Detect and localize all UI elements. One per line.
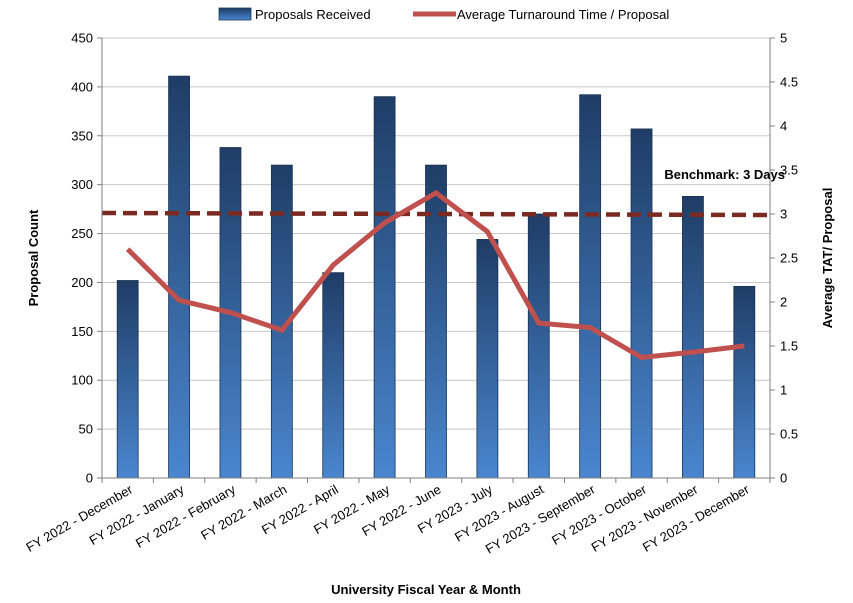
y-axis-title: Proposal Count — [26, 209, 41, 306]
y2-tick-label: 2.5 — [780, 251, 798, 266]
bar — [527, 213, 550, 479]
y2-tick-label: 1.5 — [780, 339, 798, 354]
benchmark-line — [101, 210, 771, 218]
legend-label-tat: Average Turnaround Time / Proposal — [457, 7, 669, 22]
benchmark-line-group — [101, 210, 771, 218]
y2-tick-label: 3.5 — [780, 163, 798, 178]
bar — [682, 195, 704, 479]
bar-series — [116, 75, 756, 479]
y-tick-label: 150 — [71, 324, 93, 339]
legend-label-proposals: Proposals Received — [255, 7, 371, 22]
bar — [168, 75, 190, 479]
y2-axis-title: Average TAT/ Proposal — [820, 188, 835, 329]
y-tick-label: 50 — [79, 422, 93, 437]
y-tick-label: 300 — [71, 177, 93, 192]
bar — [322, 272, 345, 479]
y-tick-label: 450 — [71, 31, 93, 46]
bar — [579, 94, 602, 479]
bar — [476, 239, 499, 479]
x-tick-label: FY 2022 - March — [198, 482, 289, 543]
y2-tick-label: 2 — [780, 295, 787, 310]
y-tick-label: 200 — [71, 275, 93, 290]
y2-tick-label: 0.5 — [780, 427, 798, 442]
y2-tick-label: 4.5 — [780, 75, 798, 90]
y2-tick-label: 3 — [780, 207, 787, 222]
y-tick-label: 350 — [71, 128, 93, 143]
benchmark-label: Benchmark: 3 Days — [664, 167, 785, 182]
y2-tick-label: 5 — [780, 31, 787, 46]
y-tick-label: 100 — [71, 373, 93, 388]
bar — [630, 128, 653, 479]
x-axis-title: University Fiscal Year & Month — [331, 582, 521, 597]
bar — [373, 96, 396, 479]
bar — [116, 280, 139, 479]
y-tick-label: 400 — [71, 79, 93, 94]
y-tick-label: 0 — [86, 471, 93, 486]
bar — [733, 285, 756, 479]
line-series — [125, 189, 745, 361]
legend-swatch-proposals — [218, 7, 252, 21]
legend: Proposals Received Average Turnaround Ti… — [218, 7, 669, 22]
y2-tick-label: 0 — [780, 471, 787, 486]
left-axis-ticks: 0 50 100 150 200 250 300 350 400 450 — [71, 31, 102, 486]
y2-tick-label: 4 — [780, 119, 787, 134]
right-axis-ticks: 0 0.5 1 1.5 2 2.5 3 3.5 4 4.5 5 — [770, 31, 798, 486]
y2-tick-label: 1 — [780, 383, 787, 398]
y-tick-label: 250 — [71, 226, 93, 241]
